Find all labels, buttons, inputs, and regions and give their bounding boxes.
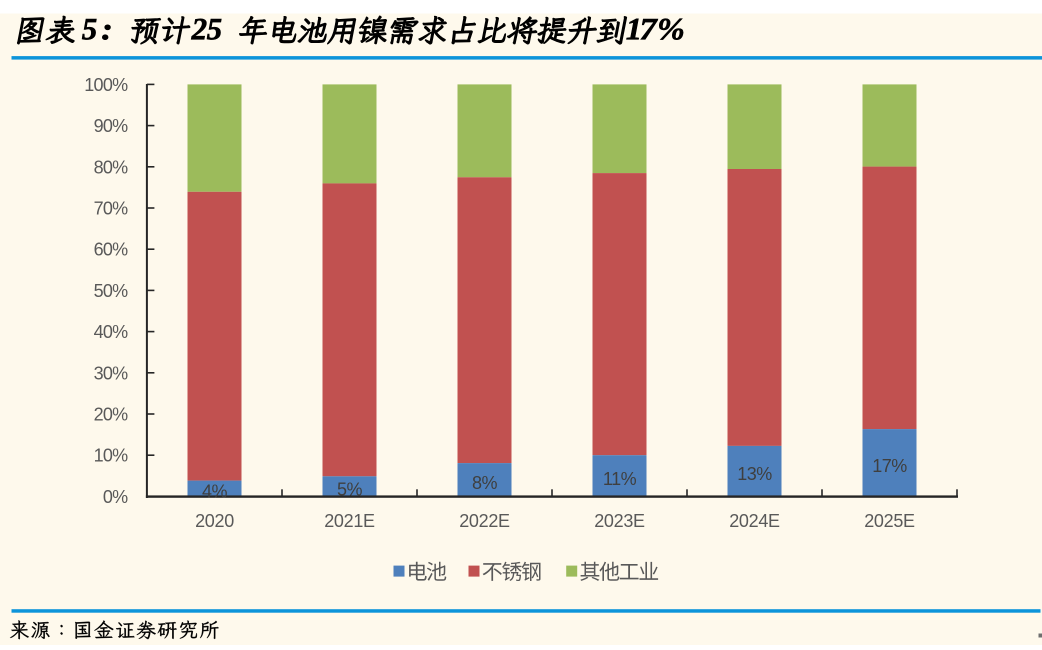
svg-text:2023E: 2023E — [594, 511, 645, 531]
svg-text:80%: 80% — [94, 157, 129, 177]
svg-text:50%: 50% — [94, 281, 129, 301]
svg-text:11%: 11% — [603, 469, 637, 489]
svg-text:17%: 17% — [872, 456, 907, 476]
svg-text:20%: 20% — [94, 405, 129, 425]
svg-text:8%: 8% — [472, 473, 498, 493]
svg-text:10%: 10% — [94, 446, 129, 466]
svg-text:2022E: 2022E — [459, 511, 510, 531]
svg-text:40%: 40% — [94, 322, 129, 342]
svg-text:4%: 4% — [202, 482, 228, 502]
svg-text:90%: 90% — [94, 116, 129, 136]
svg-text:2021E: 2021E — [324, 511, 375, 531]
svg-text:2025E: 2025E — [864, 511, 915, 531]
svg-text:60%: 60% — [94, 240, 129, 260]
svg-text:100%: 100% — [84, 75, 128, 95]
svg-text:2024E: 2024E — [729, 511, 780, 531]
svg-text:5%: 5% — [337, 479, 363, 499]
svg-text:70%: 70% — [94, 199, 129, 219]
svg-text:0%: 0% — [103, 487, 128, 507]
svg-text:30%: 30% — [94, 363, 129, 383]
svg-text:13%: 13% — [737, 464, 772, 484]
svg-text:2020: 2020 — [195, 511, 234, 531]
